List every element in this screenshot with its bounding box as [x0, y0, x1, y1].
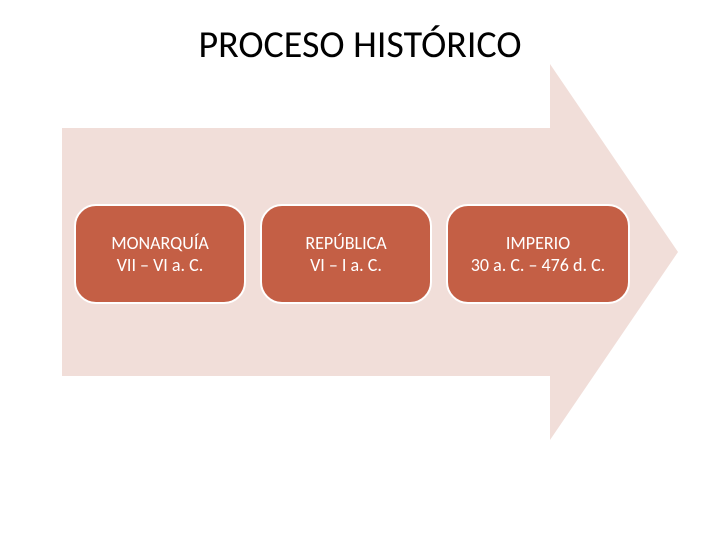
stage-box: IMPERIO30 a. C. – 476 d. C. [446, 204, 630, 304]
stage-label: IMPERIO [506, 232, 570, 255]
stage-label: REPÚBLICA [305, 232, 386, 255]
stage-period: VII – VI a. C. [117, 254, 204, 277]
stage-box: REPÚBLICAVI – I a. C. [260, 204, 432, 304]
stage-box: MONARQUÍAVII – VI a. C. [74, 204, 246, 304]
stages-row: MONARQUÍAVII – VI a. C.REPÚBLICAVI – I a… [74, 204, 630, 304]
stage-label: MONARQUÍA [111, 232, 209, 255]
page-title: PROCESO HISTÓRICO [0, 22, 720, 68]
stage-period: 30 a. C. – 476 d. C. [471, 254, 605, 277]
stage-period: VI – I a. C. [310, 254, 382, 277]
